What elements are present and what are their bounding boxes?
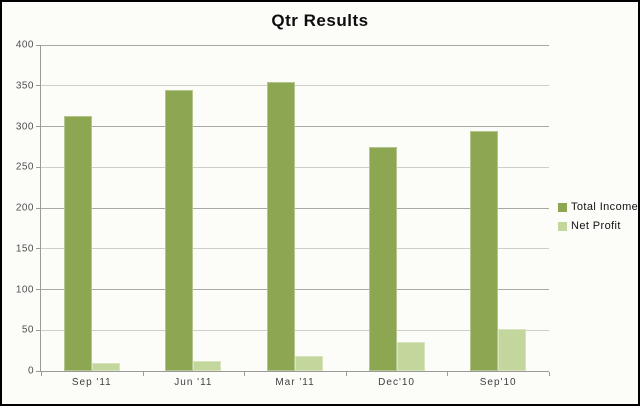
gridline (41, 44, 549, 46)
bar-net-profit (396, 342, 425, 371)
legend-swatch-icon (558, 221, 567, 231)
x-axis-category-label: Sep '11 (71, 377, 112, 388)
chart-title: Qtr Results (271, 11, 369, 30)
y-axis-tick-label: 200 (15, 202, 34, 214)
bar-net-profit (193, 361, 222, 371)
x-axis-tick (549, 372, 550, 376)
y-axis-tick-label: 100 (15, 284, 34, 295)
x-axis-category-label: Mar '11 (275, 377, 315, 388)
y-axis-tick-label: 400 (15, 39, 34, 51)
gridline (41, 126, 549, 127)
y-axis-tick-label: 350 (15, 80, 34, 92)
y-axis-tick (36, 289, 40, 290)
gridline (41, 289, 549, 290)
y-axis-tick-label: 50 (21, 324, 34, 336)
y-axis-tick (36, 166, 40, 168)
x-axis-category-label: Sep'10 (479, 377, 517, 388)
y-axis-tick (36, 85, 40, 87)
legend-item-net-profit: Net Profit (558, 220, 638, 232)
gridline (41, 248, 549, 250)
x-axis-category-label: Dec'10 (378, 377, 415, 388)
bar-net-profit (295, 355, 323, 371)
x-axis-tick (41, 372, 42, 376)
y-axis-tick (36, 329, 40, 331)
y-axis-tick-label: 0 (27, 365, 34, 377)
legend-label: Net Profit (571, 220, 621, 232)
gridline (41, 207, 549, 209)
y-axis-tick-label: 150 (15, 243, 34, 255)
legend: Total Income Net Profit (558, 201, 638, 239)
legend-item-total-income: Total Income (558, 201, 638, 213)
gridline (41, 329, 549, 331)
y-axis-tick-label: 250 (15, 161, 34, 173)
gridline (41, 166, 549, 168)
legend-swatch-icon (558, 202, 567, 212)
bar-total-income (368, 146, 397, 371)
y-axis-tick (36, 370, 40, 372)
y-axis-tick (36, 207, 40, 209)
plot-area: 0 50 100 150 200 250 300 350 400 Sep '11 Jun '11 Ma… (16, 40, 550, 388)
y-axis-tick (36, 44, 40, 46)
bar-total-income (63, 115, 92, 371)
y-axis-tick-label: 300 (15, 121, 34, 132)
bar-total-income (470, 130, 499, 371)
bar-net-profit (91, 362, 120, 371)
bar-net-profit (498, 328, 527, 371)
x-axis-category-label: Jun '11 (174, 377, 213, 388)
gridline (41, 85, 549, 87)
bar-total-income (267, 81, 295, 371)
x-axis-tick (447, 372, 449, 376)
x-axis-tick (142, 372, 144, 376)
x-axis-tick (345, 372, 347, 376)
y-axis-tick (36, 126, 40, 127)
x-axis-tick (244, 372, 246, 376)
bar-total-income (165, 89, 194, 371)
legend-label: Total Income (571, 201, 639, 213)
y-axis-tick (36, 248, 40, 250)
